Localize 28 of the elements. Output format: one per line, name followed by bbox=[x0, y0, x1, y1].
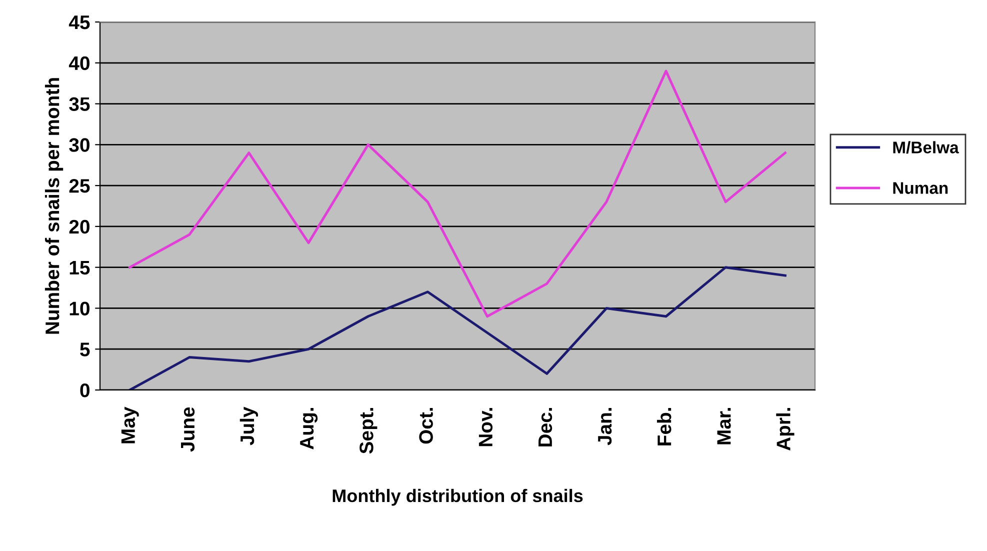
x-tick-label: Sept. bbox=[360, 408, 378, 454]
line-series bbox=[128, 70, 786, 318]
x-tick-label: Feb. bbox=[656, 408, 672, 446]
x-tick-label: Oct. bbox=[419, 408, 433, 444]
x-axis-title: Monthly distribution of snails bbox=[332, 488, 583, 506]
x-tick-label: July bbox=[240, 406, 258, 446]
x-tick-label: Aprl. bbox=[776, 408, 794, 450]
x-tick-label: Mar. bbox=[717, 408, 731, 444]
x-tick-label: Nov. bbox=[478, 408, 493, 446]
y-axis-title: Number of snails per month bbox=[44, 78, 64, 334]
y-tick-label: 45 bbox=[68, 16, 90, 30]
x-tick-label: Jan. bbox=[598, 408, 612, 446]
line-series bbox=[128, 266, 786, 390]
y-tick-label: 0 bbox=[80, 383, 90, 398]
y-tick-label: 10 bbox=[70, 302, 90, 316]
y-tick-label: 40 bbox=[68, 56, 90, 70]
legend-label: Numan bbox=[893, 182, 948, 194]
x-tick-label: June bbox=[181, 407, 195, 452]
y-tick-label: 15 bbox=[70, 261, 90, 275]
y-tick-label: 5 bbox=[80, 342, 90, 356]
x-tick-label: May bbox=[121, 406, 139, 444]
y-tick-label: 30 bbox=[69, 138, 90, 152]
legend-label: M/Belwa bbox=[893, 141, 959, 154]
y-tick-label: 35 bbox=[69, 97, 90, 112]
y-tick-label: 25 bbox=[69, 179, 90, 193]
x-tick-label: Aug. bbox=[300, 408, 318, 450]
x-tick-label: Dec. bbox=[538, 408, 552, 446]
y-tick-label: 20 bbox=[69, 220, 90, 234]
